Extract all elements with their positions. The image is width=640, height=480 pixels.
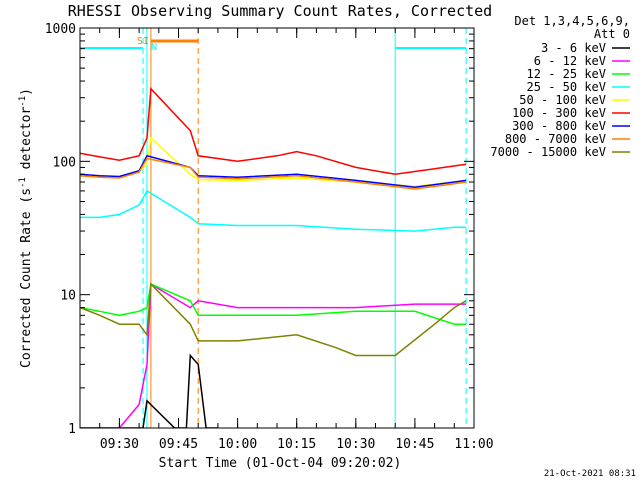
y-axis-label-end: ): [19, 88, 34, 96]
series-line-1: [80, 282, 467, 428]
y-axis-label-sup1: -1: [18, 177, 28, 188]
legend-label-2: 12 - 25 keV: [527, 67, 606, 81]
legend-label-4: 50 - 100 keV: [519, 93, 606, 107]
annotation-n: N: [151, 42, 157, 53]
x-tick-label: 09:30: [100, 437, 139, 452]
series-group: [80, 87, 467, 428]
y-axis-ticks: 1 10 100 1000: [45, 22, 474, 437]
series-line-8: [80, 282, 467, 357]
x-tick-label: 10:00: [218, 437, 257, 452]
x-tick-label: 10:30: [336, 437, 375, 452]
legend-header-line2: Att 0: [594, 27, 630, 41]
annotations: SIN: [137, 36, 157, 53]
annotation-si: SI: [137, 36, 149, 47]
y-axis-label: Corrected Count Rate (s-1 detector-1): [18, 88, 34, 368]
legend-label-3: 25 - 50 keV: [527, 80, 606, 94]
y-tick-label: 1: [68, 422, 76, 437]
date-stamp: 21-Oct-2021 08:31: [544, 469, 636, 479]
legend-label-5: 100 - 300 keV: [512, 106, 606, 120]
x-tick-label: 09:45: [159, 437, 198, 452]
series-line-3: [80, 189, 467, 232]
x-axis-label: Start Time (01-Oct-04 09:20:02): [159, 456, 402, 471]
y-axis-label-mid: detector: [19, 107, 34, 178]
y-axis-label-sup2: -1: [18, 96, 28, 107]
y-tick-label: 1000: [45, 22, 76, 37]
chart-title: RHESSI Observing Summary Count Rates, Co…: [68, 2, 492, 20]
series-line-0: [80, 353, 218, 428]
series-line-6: [80, 154, 467, 188]
x-tick-label: 11:00: [454, 437, 493, 452]
y-tick-label: 100: [53, 155, 76, 170]
y-tick-label: 10: [60, 289, 76, 304]
legend-label-1: 6 - 12 keV: [534, 54, 606, 68]
series-line-7: [80, 157, 467, 190]
status-bars: [80, 39, 467, 49]
y-axis-label-main: Corrected Count Rate (s: [19, 188, 34, 368]
x-tick-label: 10:15: [277, 437, 316, 452]
series-line-2: [80, 283, 467, 325]
legend-label-0: 3 - 6 keV: [541, 41, 606, 55]
legend-label-6: 300 - 800 keV: [512, 119, 606, 133]
legend-label-7: 800 - 7000 keV: [505, 132, 606, 146]
x-tick-label: 10:45: [395, 437, 434, 452]
legend-label-8: 7000 - 15000 keV: [490, 145, 606, 159]
x-axis-ticks: 09:30 09:45 10:00 10:15 10:30 10:45 11:00: [79, 28, 494, 452]
legend-header-line1: Det 1,3,4,5,6,9,: [514, 14, 630, 28]
series-line-5: [80, 87, 467, 176]
